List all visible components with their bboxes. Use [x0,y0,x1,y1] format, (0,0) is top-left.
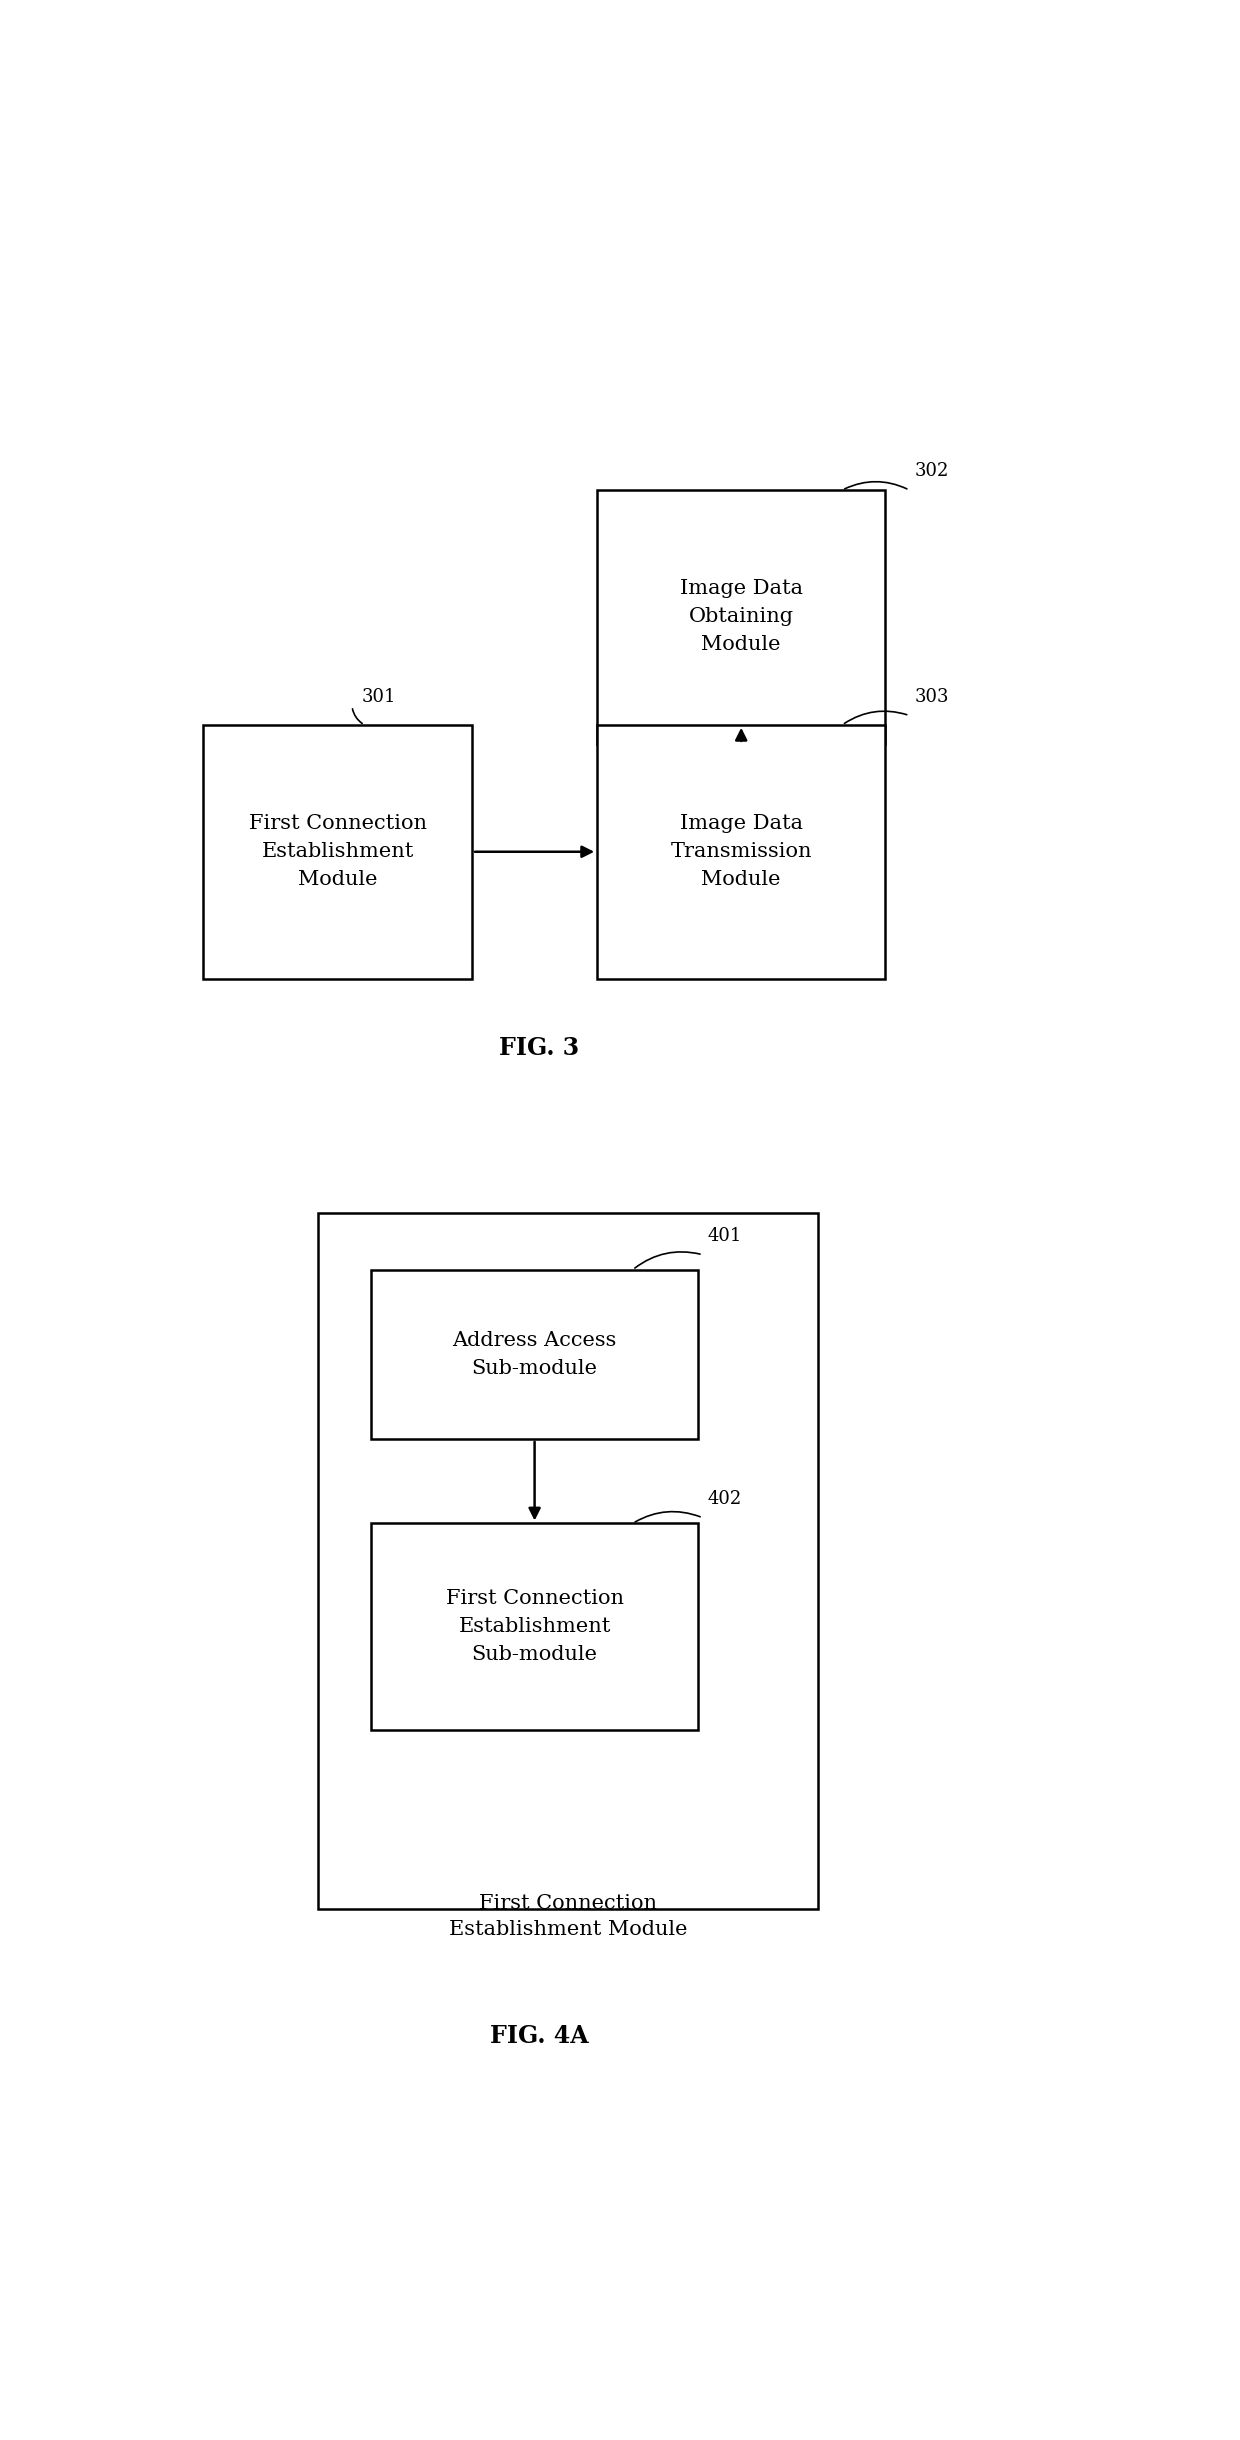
Text: Image Data
Transmission
Module: Image Data Transmission Module [671,815,812,888]
Text: Image Data
Obtaining
Module: Image Data Obtaining Module [680,578,802,654]
Bar [203,725,472,978]
Text: 402: 402 [708,1491,742,1508]
Text: 301: 301 [362,688,396,705]
Text: Address Access
Sub-module: Address Access Sub-module [453,1330,616,1379]
Text: FIG. 4A: FIG. 4A [490,2025,589,2047]
Bar [596,725,885,978]
Text: FIG. 3: FIG. 3 [500,1037,579,1059]
Bar [596,490,885,744]
Text: 302: 302 [914,461,949,481]
Text: First Connection
Establishment
Module: First Connection Establishment Module [248,815,427,888]
Text: First Connection
Establishment Module: First Connection Establishment Module [449,1893,687,1940]
Bar [371,1523,698,1730]
Text: 401: 401 [708,1227,742,1244]
Text: First Connection
Establishment
Sub-module: First Connection Establishment Sub-modul… [445,1588,624,1664]
Bar [371,1269,698,1440]
Text: 303: 303 [914,688,949,705]
Bar [319,1213,818,1908]
